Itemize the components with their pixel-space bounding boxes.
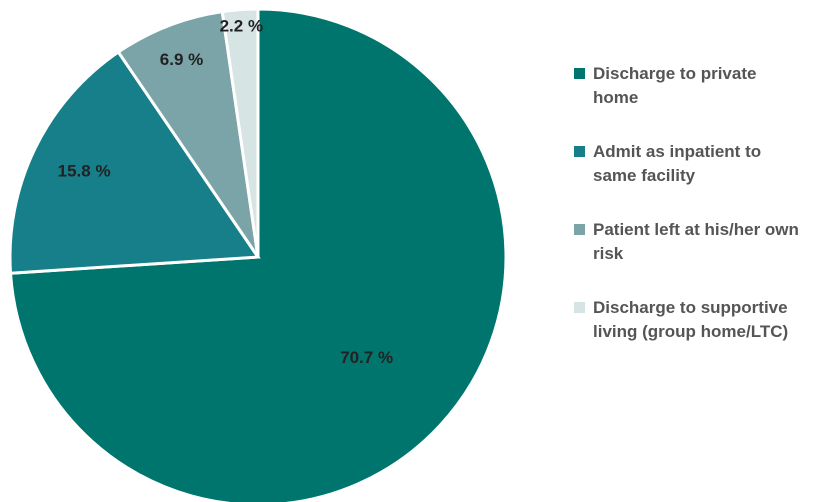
legend-label: Discharge to private home [593, 64, 757, 107]
legend-label: Admit as inpatient to same facility [593, 142, 762, 185]
data-label: 2.2 % [220, 16, 263, 35]
legend-item: Discharge to private home [574, 62, 804, 110]
legend-item: Patient left at his/her own risk [574, 218, 804, 266]
legend-item: Admit as inpatient to same facility [574, 140, 804, 188]
pie-slice [8, 49, 261, 275]
data-label: 6.9 % [160, 50, 203, 69]
pie-slice [220, 7, 260, 258]
legend-swatch [574, 146, 585, 157]
legend-swatch [574, 302, 585, 313]
legend-item: Discharge to supportive living (group ho… [574, 296, 804, 344]
legend-swatch [574, 68, 585, 79]
data-label: 70.7 % [340, 348, 393, 367]
data-label: 15.8 % [58, 162, 111, 181]
pie-slice [116, 9, 260, 258]
legend-swatch [574, 224, 585, 235]
legend-label: Discharge to supportive living (group ho… [593, 298, 789, 341]
legend-label: Patient left at his/her own risk [593, 220, 799, 263]
legend: Discharge to private home Admit as inpati… [574, 62, 804, 374]
pie: 70.7 % 15.8 % 6.9 % 2.2 % [8, 7, 508, 502]
